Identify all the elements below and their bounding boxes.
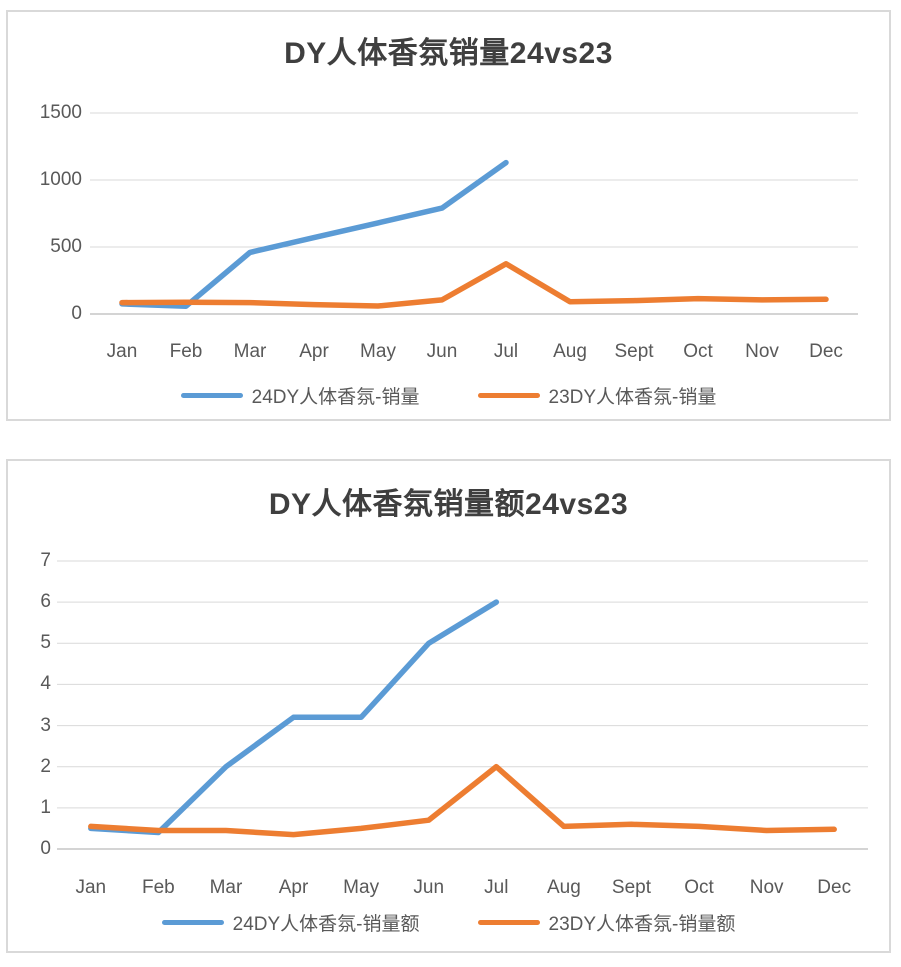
x-tick-label-jul: Jul — [493, 341, 519, 362]
chart-inner: DY人体香氛销量额24vs23 0 1 2 3 4 5 6 7 Jan Feb Mar Apr May J… — [8, 461, 889, 951]
y-tick-label: 1500 — [39, 102, 82, 123]
y-tick-label: 0 — [40, 838, 51, 859]
legend-item-1: 23DY人体香氛-销量额 — [477, 909, 736, 936]
x-tick-label-sept: Sept — [611, 877, 651, 898]
legend-line-swatch — [180, 393, 243, 398]
x-tick-label-nov: Nov — [745, 341, 779, 362]
x-tick-label-jan: Jan — [106, 341, 138, 362]
legend-label: 24DY人体香氛-销量额 — [232, 914, 420, 935]
x-tick-label-feb: Feb — [142, 877, 175, 898]
x-tick-label-may: May — [360, 341, 396, 362]
x-tick-label-oct: Oct — [684, 877, 714, 898]
series-line-1 — [119, 261, 829, 309]
y-tick-label: 500 — [50, 236, 82, 257]
legend-item-0: 24DY人体香氛-销量额 — [161, 909, 420, 936]
legend-label: 23DY人体香氛-销量额 — [548, 914, 736, 935]
x-tick-label-aug: Aug — [546, 877, 581, 898]
legend-item-1: 23DY人体香氛-销量 — [477, 382, 717, 409]
legend-label: 24DY人体香氛-销量 — [251, 387, 420, 408]
chart-title-sales-value: DY人体香氛销量额24vs23 — [268, 488, 629, 521]
x-tick-label-nov: Nov — [749, 877, 784, 898]
legend-line-swatch — [477, 920, 540, 925]
series-line-1 — [88, 763, 837, 838]
x-tick-label-aug: Aug — [553, 341, 587, 362]
legend-line-swatch — [477, 393, 540, 398]
chart-inner: DY人体香氛销量24vs23 0 500 1000 1500 Jan Feb Mar Apr M… — [8, 12, 889, 419]
x-tick-label-apr: Apr — [278, 877, 309, 898]
x-tick-label-feb: Feb — [169, 341, 203, 362]
chart-panel-sales-value: DY人体香氛销量额24vs23 0 1 2 3 4 5 6 7 Jan Feb Mar Apr May J… — [6, 459, 891, 953]
x-tick-label-may: May — [343, 877, 380, 898]
legend-label: 23DY人体香氛-销量 — [548, 387, 717, 408]
x-tick-label-jan: Jan — [75, 877, 107, 898]
x-tick-label-apr: Apr — [299, 341, 329, 362]
x-tick-label-dec: Dec — [809, 341, 843, 362]
series-line-0 — [88, 599, 500, 836]
y-tick-label: 1 — [40, 796, 51, 818]
legend-item-0: 24DY人体香氛-销量 — [180, 382, 420, 409]
x-tick-label-mar: Mar — [209, 877, 243, 898]
y-tick-label: 2 — [40, 755, 51, 777]
x-tick-label-dec: Dec — [817, 877, 852, 898]
y-tick-label: 0 — [71, 303, 82, 324]
y-tick-label: 6 — [40, 591, 51, 613]
plot-area — [57, 560, 868, 850]
y-tick-label: 7 — [40, 550, 51, 571]
x-tick-label-oct: Oct — [683, 341, 713, 362]
chart-title-sales-volume: DY人体香氛销量24vs23 — [284, 37, 613, 70]
y-tick-label: 1000 — [39, 169, 82, 190]
x-tick-label-jun: Jun — [426, 341, 458, 362]
y-tick-label: 5 — [40, 632, 51, 654]
x-tick-label-jul: Jul — [484, 877, 509, 898]
legend: 24DY人体香氛-销量额 23DY人体香氛-销量额 — [8, 909, 889, 936]
y-tick-label: 3 — [40, 714, 51, 736]
legend: 24DY人体香氛-销量 23DY人体香氛-销量 — [8, 382, 889, 409]
chart-panel-sales-volume: DY人体香氛销量24vs23 0 500 1000 1500 Jan Feb Mar Apr M… — [6, 10, 891, 421]
y-tick-label: 4 — [40, 673, 51, 695]
x-tick-label-sept: Sept — [614, 341, 654, 362]
series-line-0 — [119, 159, 509, 309]
legend-line-swatch — [161, 920, 224, 925]
x-tick-label-mar: Mar — [233, 341, 267, 362]
x-tick-label-jun: Jun — [413, 877, 445, 898]
plot-area — [90, 112, 858, 315]
